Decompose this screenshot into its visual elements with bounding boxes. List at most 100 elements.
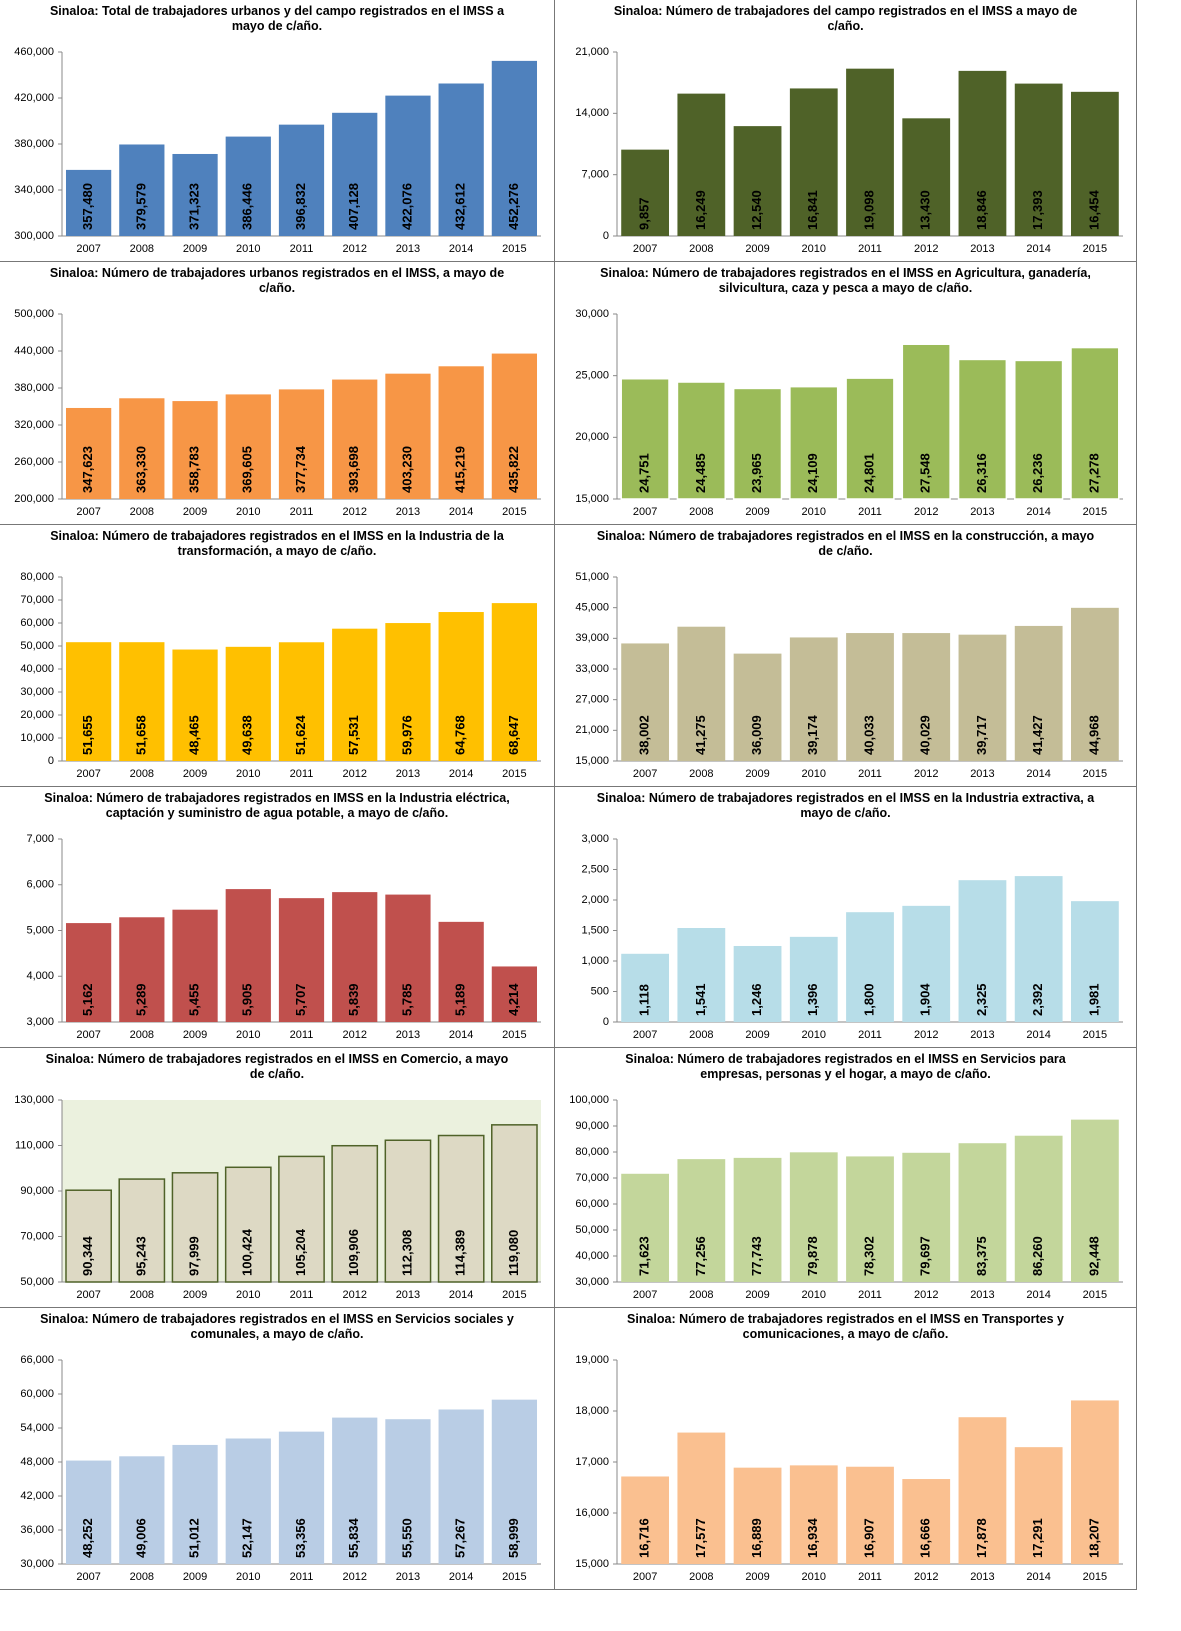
y-tick-label: 42,000 <box>20 1490 54 1502</box>
y-tick-label: 50,000 <box>20 1276 54 1288</box>
y-tick-label: 15,000 <box>575 493 609 505</box>
bar <box>119 398 165 499</box>
y-tick-label: 80,000 <box>575 1146 609 1158</box>
y-tick-label: 25,000 <box>575 370 609 382</box>
value-label: 5,189 <box>453 983 468 1016</box>
y-tick-label: 500 <box>591 985 609 997</box>
chart-title: Sinaloa: Número de trabajadores registra… <box>625 1052 1066 1081</box>
x-tick-label: 2012 <box>342 768 366 780</box>
value-label: 95,243 <box>133 1236 148 1276</box>
value-label: 119,080 <box>506 1230 521 1276</box>
y-tick-label: 48,000 <box>20 1456 54 1468</box>
y-tick-label: 10,000 <box>20 732 54 744</box>
bar <box>846 633 894 761</box>
y-tick-label: 70,000 <box>20 1230 54 1242</box>
value-label: 357,480 <box>80 183 95 230</box>
value-label: 12,540 <box>749 190 764 230</box>
x-tick-label: 2015 <box>1083 1289 1107 1301</box>
bar <box>621 149 670 236</box>
x-tick-label: 2014 <box>1026 768 1050 780</box>
bar <box>733 1467 782 1564</box>
value-label: 114,389 <box>453 1230 468 1276</box>
x-tick-label: 2013 <box>396 768 420 780</box>
x-tick-label: 2013 <box>396 1029 420 1041</box>
x-tick-label: 2008 <box>130 1289 154 1301</box>
value-label: 44,968 <box>1086 715 1101 755</box>
bar <box>278 898 325 1022</box>
value-label: 49,638 <box>240 715 255 755</box>
bar <box>437 1134 485 1283</box>
value-label: 27,278 <box>1086 453 1101 493</box>
chart-panel: Sinaloa: Número de trabajadores registra… <box>0 787 555 1048</box>
x-tick-label: 2010 <box>236 506 260 518</box>
x-tick-label: 2013 <box>396 506 420 518</box>
chart: 30,000 40,000 50,000 60,000 70,000 80,000 90,0… <box>569 1094 1123 1301</box>
chart-title: Sinaloa: Número de trabajadores registra… <box>596 791 1095 820</box>
x-tick-label: 2012 <box>342 243 366 255</box>
x-tick-label: 2012 <box>342 1289 366 1301</box>
value-label: 83,375 <box>974 1236 989 1276</box>
value-label: 347,623 <box>80 446 95 493</box>
value-label: 407,128 <box>346 183 361 230</box>
y-tick-label: 33,000 <box>575 663 609 675</box>
x-tick-label: 2010 <box>802 1289 826 1301</box>
value-label: 1,800 <box>861 983 876 1016</box>
bar <box>676 381 726 500</box>
x-tick-label: 2007 <box>76 1571 100 1583</box>
x-tick-label: 2015 <box>502 1289 526 1301</box>
value-label: 1,118 <box>637 984 652 1016</box>
y-tick-label: 3,000 <box>26 1016 54 1028</box>
value-label: 1,541 <box>693 983 708 1016</box>
value-label: 49,006 <box>133 1518 148 1558</box>
value-label: 55,834 <box>346 1517 361 1558</box>
value-label: 24,485 <box>693 453 708 493</box>
y-tick-label: 60,000 <box>20 617 54 629</box>
value-label: 393,698 <box>346 446 361 493</box>
x-tick-label: 2009 <box>745 768 769 780</box>
bar <box>733 945 782 1022</box>
value-label: 39,717 <box>974 715 989 755</box>
y-tick-label: 20,000 <box>20 709 54 721</box>
bar <box>225 1438 271 1564</box>
bar <box>789 88 838 236</box>
value-label: 16,716 <box>637 1518 652 1558</box>
value-label: 40,029 <box>918 715 933 755</box>
value-label: 2,392 <box>1030 983 1045 1016</box>
value-label: 77,743 <box>749 1236 764 1276</box>
bar <box>1070 346 1120 500</box>
value-label: 68,647 <box>506 715 521 755</box>
value-label: 5,455 <box>186 983 201 1016</box>
x-tick-label: 2011 <box>858 768 882 780</box>
chart-title: Sinaloa: Número de trabajadores registra… <box>44 791 510 820</box>
y-tick-label: 0 <box>603 230 609 242</box>
value-label: 100,424 <box>240 1228 255 1276</box>
chart-title: Sinaloa: Número de trabajadores registra… <box>596 529 1095 558</box>
bar <box>491 353 538 499</box>
value-label: 78,302 <box>861 1236 876 1276</box>
x-tick-label: 2010 <box>236 1289 260 1301</box>
x-tick-label: 2009 <box>183 506 207 518</box>
y-tick-label: 36,000 <box>20 1524 54 1536</box>
chart-title: Sinaloa: Número de trabajadores registra… <box>600 266 1091 295</box>
x-tick-label: 2007 <box>633 243 657 255</box>
value-label: 79,878 <box>805 1236 820 1276</box>
value-label: 422,076 <box>399 183 414 230</box>
chart: 0 10,000 20,000 30,000 40,000 50,000 60,000 70,… <box>20 571 541 780</box>
x-tick-label: 2007 <box>633 1029 657 1041</box>
bar <box>958 70 1007 236</box>
y-tick-label: 130,000 <box>14 1094 54 1106</box>
value-label: 5,839 <box>346 983 361 1016</box>
bar <box>902 1479 951 1564</box>
bar <box>677 927 726 1022</box>
bar <box>278 1155 325 1283</box>
value-label: 1,981 <box>1086 983 1101 1016</box>
bar <box>438 366 484 499</box>
y-tick-label: 1,500 <box>581 924 609 936</box>
x-tick-label: 2007 <box>76 1029 100 1041</box>
y-tick-label: 5,000 <box>26 924 54 936</box>
chart-title: Sinaloa: Número de trabajadores registra… <box>50 529 504 558</box>
x-tick-label: 2015 <box>1083 768 1107 780</box>
value-label: 51,655 <box>80 715 95 755</box>
bar <box>491 1124 538 1283</box>
x-tick-label: 2008 <box>689 506 713 518</box>
